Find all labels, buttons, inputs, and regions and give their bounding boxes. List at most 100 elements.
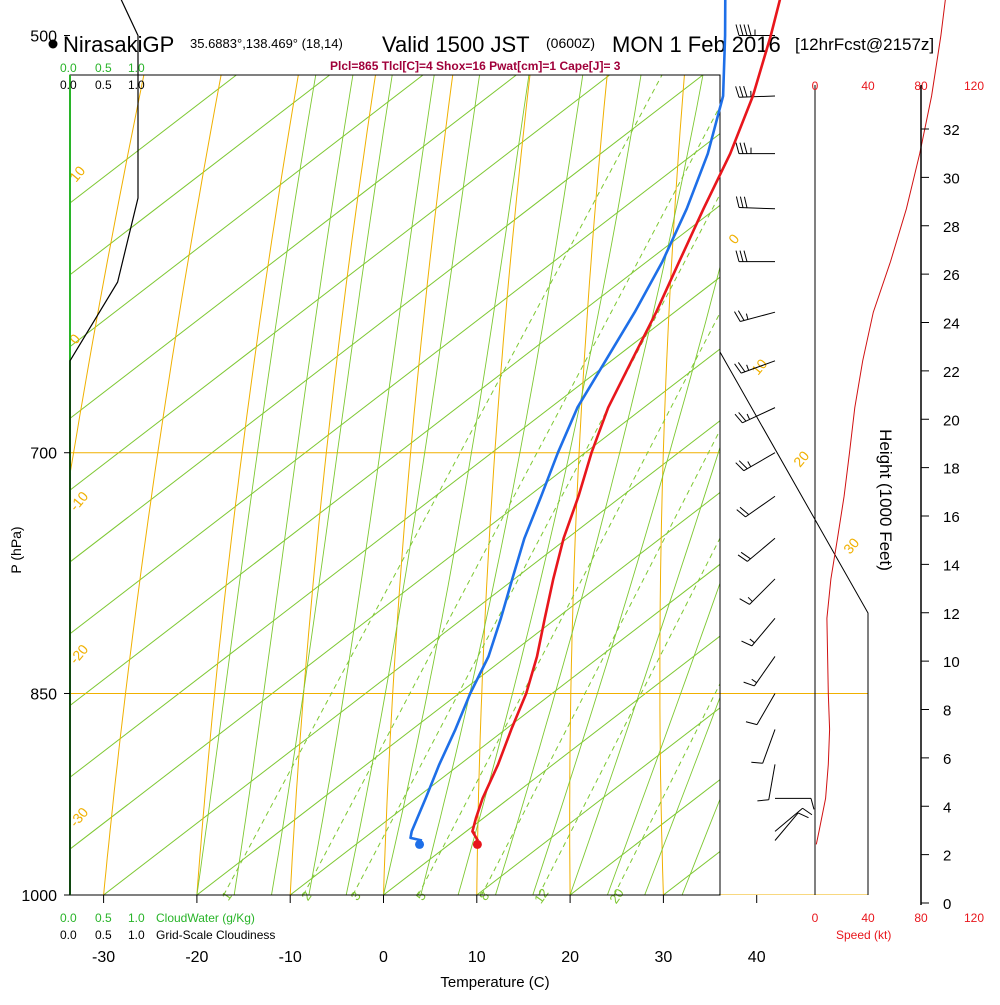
dry-adiabat-line — [993, 0, 1000, 956]
moist-adiabat-line — [533, 0, 920, 895]
wind-barb-half-feather — [752, 679, 757, 682]
mixing-ratio-label: 3 — [347, 889, 363, 904]
wind-barb — [746, 693, 775, 724]
mixing-ratio-label: 2 — [298, 889, 314, 904]
pressure-tick-label: 500 — [30, 28, 57, 45]
wind-barb — [738, 538, 775, 561]
sounding-curves — [411, 0, 1000, 849]
wind-barb-feather — [757, 800, 768, 801]
temperature-tick-label: 0 — [379, 949, 388, 966]
background-grid — [0, 0, 1000, 956]
cloud-top-tick: 0.5 — [95, 61, 112, 75]
speed-tick-top: 120 — [964, 79, 984, 93]
mixing-ratio-line — [418, 0, 1000, 895]
speed-tick-bottom: 0 — [812, 911, 819, 925]
cloud-bottom-tick-b: 1.0 — [128, 928, 145, 942]
cloud-top-tick: 0.0 — [60, 61, 77, 75]
isotherm-line — [850, 75, 1000, 895]
isotherm-line — [663, 75, 1000, 895]
isotherm-line — [570, 75, 1000, 895]
isotherm-line — [0, 75, 423, 895]
wind-barb — [736, 196, 775, 208]
moist-adiabat-line — [458, 0, 779, 895]
wind-barb-half-feather — [748, 462, 751, 467]
wind-barb-feather — [744, 143, 747, 154]
wind-barb-staff — [775, 808, 803, 831]
cloud-bottom-tick-b: 0.0 — [60, 928, 77, 942]
dry-adiabat-line — [0, 0, 316, 956]
dry-adiabat-line — [747, 0, 875, 956]
height-tick-label: 4 — [943, 799, 951, 816]
dry-adiabat-line — [914, 0, 999, 956]
height-tick-label: 10 — [943, 654, 960, 671]
wind-barb-staff — [775, 813, 798, 841]
wind-panel-grid — [720, 693, 868, 895]
moist-adiabat-line — [496, 0, 844, 895]
wind-barb — [737, 496, 775, 517]
moist-adiabat-line — [607, 0, 1000, 895]
wind-barb-staff — [752, 618, 775, 646]
wind-barb-feather — [736, 196, 739, 207]
dry-adiabat-label: 20 — [790, 448, 812, 470]
wind-barb — [734, 311, 775, 322]
speed-tick-top: 40 — [861, 79, 875, 93]
height-tick-label: 28 — [943, 219, 960, 236]
moist-adiabat-line — [421, 0, 724, 895]
wind-barb-staff — [754, 656, 775, 685]
wind-barb-feather — [744, 682, 755, 686]
mixing-ratio-label: 1 — [218, 889, 234, 904]
moist-adiabat-line — [384, 0, 676, 895]
mixing-ratio-label: 12 — [531, 886, 552, 906]
temperature-tick-label: 40 — [748, 949, 766, 966]
plot-frame — [70, 75, 720, 895]
height-tick-label: 12 — [943, 606, 960, 623]
wind-barb — [744, 656, 775, 685]
wind-barb — [775, 808, 812, 831]
speed-tick-bottom: 120 — [964, 911, 984, 925]
wind-barb-feather — [744, 251, 747, 262]
wind-barb — [775, 798, 814, 809]
wind-barb-feather — [751, 762, 762, 763]
wind-panel-boundary — [720, 352, 868, 895]
x-axis-label: Temperature (C) — [440, 974, 549, 991]
wind-barb-staff — [740, 312, 775, 321]
height-tick-label: 30 — [943, 170, 960, 187]
height-axis-label: Height (1000 Feet) — [876, 429, 895, 571]
wind-barb-feather — [798, 813, 808, 818]
isotherm-line — [0, 75, 889, 895]
temperature-tick-label: 10 — [468, 949, 486, 966]
station-name: NirasakiGP — [63, 32, 174, 57]
isotherm-line — [0, 75, 330, 895]
height-tick-label: 16 — [943, 509, 960, 526]
dry-adiabat-label: 0 — [725, 231, 742, 247]
speed-axis-label: Speed (kt) — [836, 928, 891, 942]
temperature-tick-label: 20 — [561, 949, 579, 966]
mixing-ratio-line — [224, 0, 831, 895]
wind-barb-feather — [736, 251, 739, 262]
wind-barb-feather — [740, 143, 743, 154]
wind-barb — [751, 729, 775, 763]
cloudiness-label: Grid-Scale Cloudiness — [156, 928, 275, 942]
temperature-tick-label: -30 — [92, 949, 115, 966]
y-axis-label: P (hPa) — [8, 526, 24, 573]
wind-barb-staff — [746, 496, 775, 517]
mixing-ratio-line — [303, 0, 903, 895]
height-tick-label: 2 — [943, 848, 951, 865]
cloud-bottom-tick: 0.5 — [95, 911, 112, 925]
cloud-bottom-tick-b: 0.5 — [95, 928, 112, 942]
speed-tick-top: 0 — [812, 79, 819, 93]
mixing-ratio-label: 5 — [413, 889, 429, 904]
cloudiness-profile — [70, 0, 138, 895]
wind-barb-staff — [739, 96, 775, 97]
forecast-info: [12hrFcst@2157z] — [795, 35, 934, 54]
wind-barb-half-feather — [746, 314, 748, 320]
temperature-tick-label: 30 — [655, 949, 673, 966]
temperature-tick-label: -10 — [279, 949, 302, 966]
wind-barb-staff — [744, 453, 775, 471]
cloud-top-tick-b: 0.5 — [95, 78, 112, 92]
isotherm-line — [0, 75, 983, 895]
pressure-tick-label: 1000 — [21, 888, 57, 905]
cloudiness-line — [70, 0, 138, 895]
